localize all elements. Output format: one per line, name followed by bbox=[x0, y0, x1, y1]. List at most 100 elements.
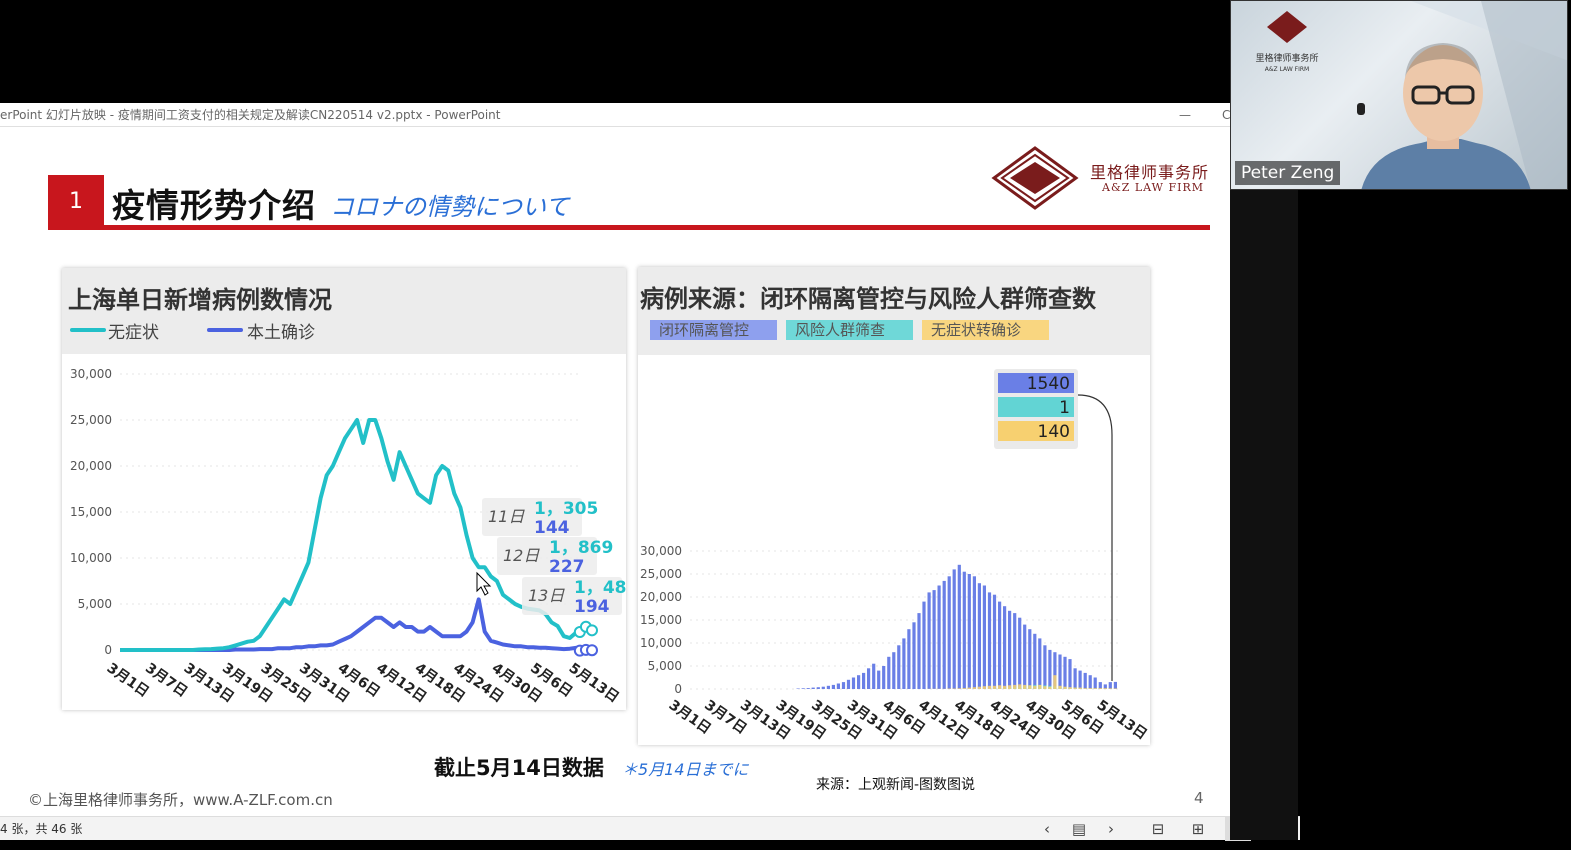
bar-closed-loop bbox=[832, 685, 835, 689]
source-note: 来源：上观新闻-图数图说 bbox=[816, 774, 975, 794]
point-marker-confirmed bbox=[587, 645, 597, 655]
legend-label-confirmed: 本土确诊 bbox=[247, 318, 315, 343]
side-panel bbox=[1230, 190, 1298, 840]
x-tick-label: 3月7日 bbox=[142, 660, 190, 700]
svg-text:里格律师事务所: 里格律师事务所 bbox=[1255, 52, 1318, 64]
bar-closed-loop bbox=[892, 652, 895, 689]
svg-text:A&Z LAW FIRM: A&Z LAW FIRM bbox=[1265, 66, 1309, 73]
bar-closed-loop bbox=[867, 668, 870, 689]
bar-asymptomatic-to-confirmed bbox=[1074, 688, 1077, 689]
bar-closed-loop bbox=[1089, 675, 1092, 689]
bar-asymptomatic-to-confirmed bbox=[1023, 685, 1026, 689]
bar-asymptomatic-to-confirmed bbox=[1109, 688, 1112, 689]
bar-asymptomatic-to-confirmed bbox=[1043, 686, 1046, 689]
x-tick-label: 5月13日 bbox=[566, 660, 622, 706]
bar-closed-loop bbox=[938, 586, 941, 690]
bar-closed-loop bbox=[922, 602, 925, 689]
bar-asymptomatic-to-confirmed bbox=[1038, 685, 1041, 689]
bar-closed-loop bbox=[907, 629, 910, 689]
y-tick-label: 30,000 bbox=[70, 367, 112, 381]
bar-closed-loop bbox=[897, 645, 900, 689]
bar-closed-loop bbox=[1058, 655, 1061, 690]
next-slide-button[interactable]: › bbox=[1098, 817, 1124, 841]
bar-asymptomatic-to-confirmed bbox=[1094, 688, 1097, 689]
bar-closed-loop bbox=[933, 590, 936, 689]
bar-asymptomatic-to-confirmed bbox=[998, 685, 1001, 689]
firm-name-cn: 里格律师事务所 bbox=[1090, 159, 1209, 183]
minimize-button[interactable]: — bbox=[1176, 103, 1194, 127]
bar-asymptomatic-to-confirmed bbox=[1063, 687, 1066, 689]
bar-chart: 30,00025,00020,00015,00010,0005,00003月1日… bbox=[638, 355, 1150, 745]
bar-closed-loop bbox=[1068, 659, 1071, 689]
bar-closed-loop bbox=[827, 686, 830, 689]
slide-menu-icon[interactable]: ▤ bbox=[1066, 817, 1092, 841]
window-titlebar: erPoint 幻灯片放映 - 疫情期间工资支付的相关规定及解读CN220514… bbox=[0, 103, 1230, 127]
bar-asymptomatic-to-confirmed bbox=[983, 686, 986, 689]
bar-closed-loop bbox=[953, 569, 956, 689]
bar-closed-loop bbox=[1048, 650, 1051, 689]
window-title-edge: C bbox=[1222, 103, 1230, 127]
participant-name: Peter Zeng bbox=[1235, 161, 1340, 185]
bar-closed-loop bbox=[1008, 611, 1011, 689]
legend-swatch-asymptomatic bbox=[70, 328, 106, 332]
x-tick-label: 5月13日 bbox=[1094, 697, 1150, 743]
bar-asymptomatic-to-confirmed bbox=[1079, 688, 1082, 689]
bar-closed-loop bbox=[993, 595, 996, 689]
legend-label-asymptomatic: 无症状 bbox=[108, 318, 159, 343]
bar-asymptomatic-to-confirmed bbox=[988, 686, 991, 689]
bar-asymptomatic-to-confirmed bbox=[1013, 685, 1016, 689]
data-cutoff-caption: 截止5月14日数据 bbox=[434, 752, 604, 782]
bar-closed-loop bbox=[887, 657, 890, 689]
bar-closed-loop bbox=[877, 671, 880, 689]
y-tick-label: 15,000 bbox=[70, 505, 112, 519]
bar-closed-loop bbox=[943, 581, 946, 689]
y-tick-label: 5,000 bbox=[78, 597, 112, 611]
bar-asymptomatic-to-confirmed bbox=[1053, 675, 1056, 689]
bar-closed-loop bbox=[917, 613, 920, 689]
legend-asymptomatic-to-confirmed: 无症状转确诊 bbox=[922, 320, 1049, 340]
bar-closed-loop bbox=[812, 688, 815, 689]
bar-asymptomatic-to-confirmed bbox=[1048, 687, 1051, 689]
y-tick-label: 10,000 bbox=[70, 551, 112, 565]
bar-closed-loop bbox=[1003, 606, 1006, 689]
bar-asymptomatic-to-confirmed bbox=[1018, 684, 1021, 689]
legend-closed-loop: 闭环隔离管控 bbox=[650, 320, 777, 340]
annotation-confirmed: 194 bbox=[574, 597, 610, 617]
series-line-confirmed bbox=[120, 599, 582, 650]
bar-closed-loop bbox=[948, 576, 951, 689]
previous-slide-button[interactable]: ‹ bbox=[1034, 817, 1060, 841]
annotation-asymptomatic: 1，869 bbox=[549, 538, 613, 558]
bar-closed-loop bbox=[882, 666, 885, 689]
bar-asymptomatic-to-confirmed bbox=[973, 687, 976, 689]
y-tick-label: 20,000 bbox=[70, 459, 112, 473]
bar-closed-loop bbox=[1033, 634, 1036, 689]
bar-asymptomatic-to-confirmed bbox=[953, 689, 956, 690]
annotation-confirmed: 227 bbox=[549, 557, 585, 577]
bar-closed-loop bbox=[983, 586, 986, 690]
bar-asymptomatic-to-confirmed bbox=[1008, 685, 1011, 689]
bar-asymptomatic-to-confirmed bbox=[1068, 687, 1071, 689]
bar-closed-loop bbox=[857, 675, 860, 689]
bar-closed-loop bbox=[973, 576, 976, 689]
line-chart: 30,00025,00020,00015,00010,0005,00003月1日… bbox=[62, 354, 626, 710]
bar-closed-loop bbox=[852, 678, 855, 690]
y-tick-label: 25,000 bbox=[640, 567, 682, 581]
bar-closed-loop bbox=[1099, 682, 1102, 689]
slide-sorter-icon[interactable]: ⊞ bbox=[1185, 817, 1211, 841]
bar-closed-loop bbox=[1094, 678, 1097, 690]
bar-closed-loop bbox=[988, 592, 991, 689]
tooltip-value: 140 bbox=[1038, 422, 1070, 442]
bar-asymptomatic-to-confirmed bbox=[948, 689, 951, 690]
bar-chart-header: 病例来源：闭环隔离管控与风险人群筛查数 闭环隔离管控 风险人群筛查 无症状转确诊 bbox=[638, 267, 1150, 355]
bar-closed-loop bbox=[1043, 645, 1046, 689]
bar-closed-loop bbox=[1013, 613, 1016, 689]
bar-asymptomatic-to-confirmed bbox=[1104, 688, 1107, 689]
annotation-day: 11日 bbox=[488, 507, 525, 526]
bar-closed-loop bbox=[822, 687, 825, 689]
normal-view-icon[interactable]: ⊟ bbox=[1145, 817, 1171, 841]
bar-closed-loop bbox=[1018, 618, 1021, 689]
webcam-feed: 里格律师事务所 A&Z LAW FIRM Peter Zeng bbox=[1230, 0, 1568, 190]
bar-asymptomatic-to-confirmed bbox=[1084, 688, 1087, 689]
line-chart-header: 上海单日新增病例数情况 无症状 本土确诊 bbox=[62, 268, 626, 354]
bar-closed-loop bbox=[1079, 671, 1082, 689]
